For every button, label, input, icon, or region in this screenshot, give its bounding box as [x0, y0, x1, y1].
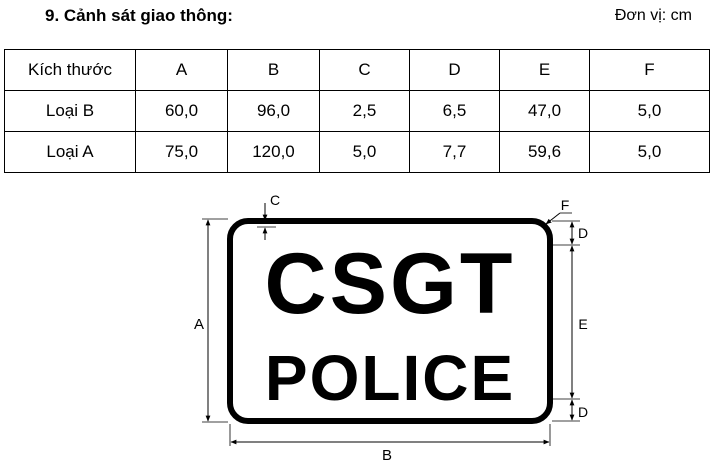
dimensions-table: Kích thước A B C D E F Loại B 60,0 96,0 … [4, 49, 710, 173]
table-cell: 7,7 [409, 131, 500, 173]
dimension-label-d-bottom: D [578, 404, 588, 420]
table-cell: 5,0 [319, 131, 410, 173]
dimension-label-b: B [382, 447, 392, 464]
dimension-label-e: E [578, 316, 587, 332]
unit-label: Đơn vị: cm [614, 7, 692, 24]
sign-text-line1: CSGT [265, 236, 516, 332]
table-cell: 120,0 [227, 131, 320, 173]
dimension-line-f [545, 212, 561, 225]
header-cell: C [319, 49, 410, 91]
table-cell: 2,5 [319, 90, 410, 132]
table-cell: 75,0 [135, 131, 228, 173]
section-heading: 9. Cảnh sát giao thông: [45, 6, 233, 25]
dimension-label-d-top: D [578, 225, 588, 241]
table-row: Loại A 75,0 120,0 5,0 7,7 59,6 5,0 [4, 131, 710, 173]
table-cell: 47,0 [499, 90, 590, 132]
header-cell: Kích thước [4, 49, 136, 91]
table-header-row: Kích thước A B C D E F [4, 49, 710, 91]
table-cell: 59,6 [499, 131, 590, 173]
dimension-label-f: F [561, 197, 570, 213]
table-cell: 96,0 [227, 90, 320, 132]
sign-border [227, 218, 553, 424]
dimension-label-a: A [194, 316, 204, 333]
dimension-label-c: C [270, 192, 280, 208]
sign-text-line2: POLICE [265, 342, 515, 414]
header-cell: D [409, 49, 500, 91]
header-cell: F [589, 49, 710, 91]
header-cell: E [499, 49, 590, 91]
table-cell: Loại A [4, 131, 136, 173]
table-cell: 5,0 [589, 131, 710, 173]
